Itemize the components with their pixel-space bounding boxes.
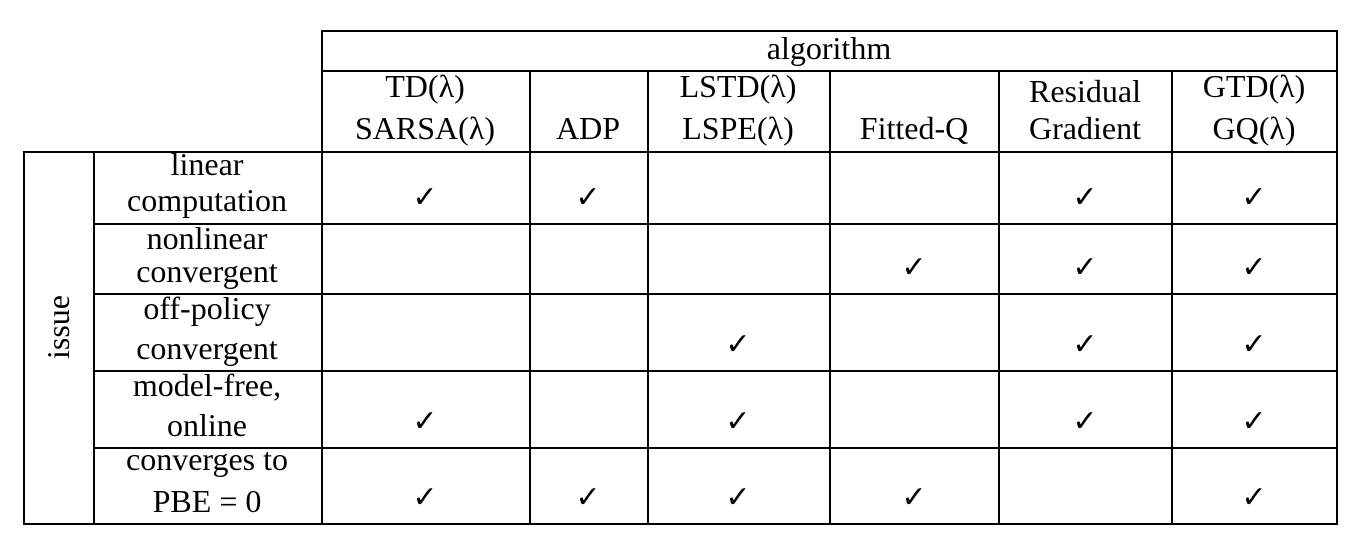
- row-label-4-line1: model-free,: [132, 367, 282, 403]
- rule-row-1: [93, 223, 1338, 225]
- rule-header-bottom: [23, 151, 1338, 153]
- check-mark-icon: ✓: [725, 480, 751, 515]
- check-mark-icon: ✓: [1072, 327, 1098, 362]
- rule-top: [321, 30, 1338, 32]
- check-mark-icon: ✓: [901, 250, 927, 285]
- col-header-lstd-line2: LSPE(λ): [682, 110, 794, 146]
- rule-col-4: [998, 70, 1000, 525]
- row-label-3-line1: off-policy: [143, 290, 271, 326]
- row-label-2-line1: nonlinear: [146, 220, 268, 256]
- check-mark-icon: ✓: [725, 327, 751, 362]
- rule-col-0: [321, 30, 323, 525]
- row-label-4-line2: online: [167, 407, 247, 443]
- col-header-residual-line2: Gradient: [1029, 110, 1141, 146]
- check-mark-icon: ✓: [1241, 480, 1267, 515]
- check-mark-icon: ✓: [1241, 404, 1267, 439]
- check-mark-icon: ✓: [1241, 180, 1267, 215]
- rule-col-2: [647, 70, 649, 525]
- rule-right: [1336, 30, 1338, 525]
- rule-left-inner: [93, 151, 95, 525]
- check-mark-icon: ✓: [1241, 250, 1267, 285]
- row-label-1-line2: computation: [127, 182, 287, 218]
- check-mark-icon: ✓: [1072, 180, 1098, 215]
- algorithm-group-header: algorithm: [766, 30, 892, 66]
- row-label-5-line1: converges to: [125, 441, 289, 477]
- check-mark-icon: ✓: [412, 480, 438, 515]
- rule-col-5: [1171, 70, 1173, 525]
- check-mark-icon: ✓: [1072, 250, 1098, 285]
- check-mark-icon: ✓: [725, 404, 751, 439]
- col-header-td-line2: SARSA(λ): [355, 110, 495, 146]
- rule-bottom: [23, 523, 1338, 525]
- row-label-1-line1: linear: [170, 146, 244, 182]
- check-mark-icon: ✓: [1072, 404, 1098, 439]
- check-mark-icon: ✓: [575, 480, 601, 515]
- col-header-residual-line1: Residual: [1029, 73, 1141, 109]
- check-mark-icon: ✓: [1241, 327, 1267, 362]
- check-mark-icon: ✓: [412, 404, 438, 439]
- check-mark-icon: ✓: [575, 180, 601, 215]
- row-label-3-line2: convergent: [136, 330, 278, 366]
- issue-group-header: issue: [40, 295, 76, 359]
- rule-row-3: [93, 370, 1338, 372]
- col-header-td-line1: TD(λ): [385, 68, 465, 104]
- rule-col-3: [829, 70, 831, 525]
- rule-left-outer: [23, 151, 25, 525]
- col-header-gtd-line2: GQ(λ): [1212, 110, 1296, 146]
- rule-col-1: [529, 70, 531, 525]
- check-mark-icon: ✓: [412, 180, 438, 215]
- col-header-adp-line2: ADP: [555, 110, 621, 146]
- row-label-5-line2: PBE = 0: [152, 483, 262, 519]
- row-label-2-line2: convergent: [136, 253, 278, 289]
- col-header-fittedq-line2: Fitted-Q: [859, 110, 969, 146]
- rule-row-4: [93, 447, 1338, 449]
- rule-row-2: [93, 293, 1338, 295]
- col-header-gtd-line1: GTD(λ): [1202, 68, 1306, 104]
- check-mark-icon: ✓: [901, 480, 927, 515]
- col-header-lstd-line1: LSTD(λ): [679, 68, 797, 104]
